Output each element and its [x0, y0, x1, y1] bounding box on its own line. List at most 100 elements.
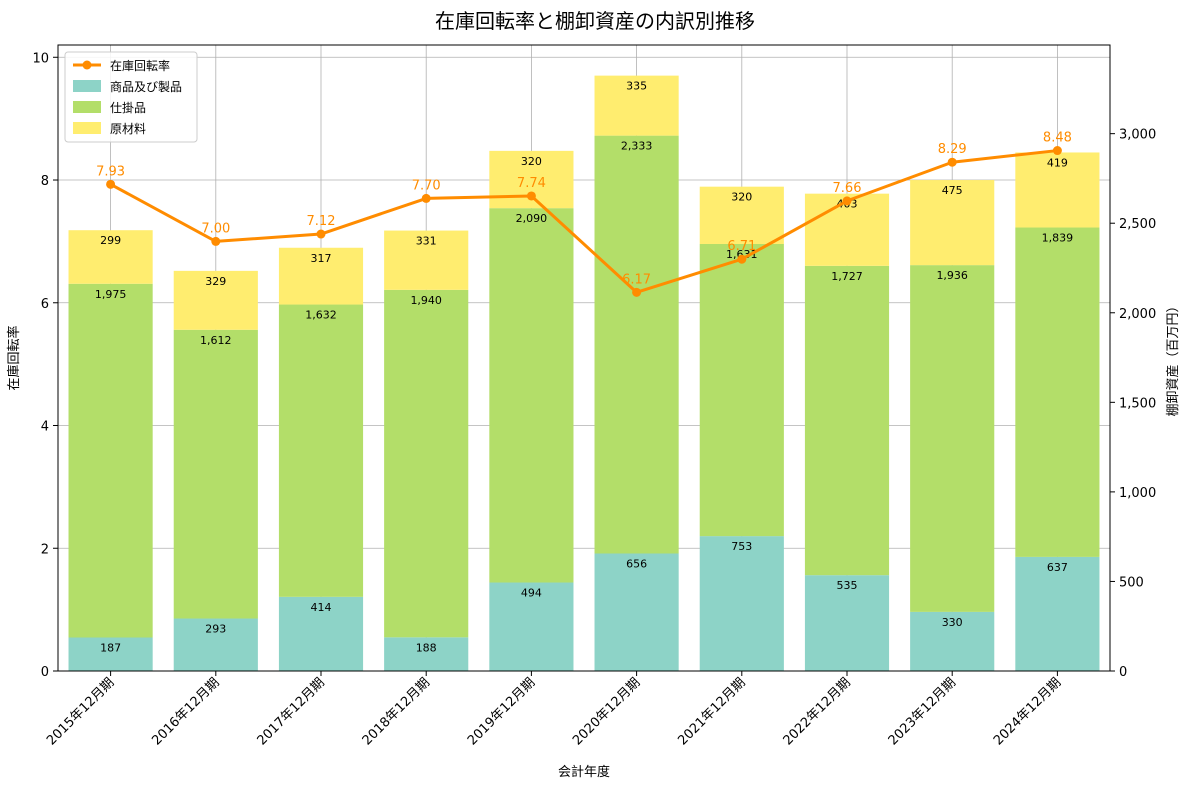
bar-segment [910, 180, 995, 266]
turnover-point [421, 193, 431, 203]
turnover-line: 7.93 7.00 7.12 7.70 7.74 6.17 6.71 7.66 8.29 8.48 [96, 131, 1072, 297]
bar-segment [489, 208, 574, 583]
x-tick-label: 2019年12月期 [465, 675, 538, 748]
bar-segment [68, 637, 153, 671]
bar-value-label: 293 [205, 623, 226, 636]
bar-value-label: 331 [416, 235, 437, 248]
x-tick-label: 2022年12月期 [781, 675, 854, 748]
turnover-value-label: 8.29 [938, 142, 967, 157]
bar-segment [173, 329, 258, 619]
bar-segment [384, 289, 469, 638]
turnover-value-label: 7.00 [201, 221, 230, 236]
y-left-tick-label: 10 [32, 51, 49, 66]
bar-value-label: 320 [521, 155, 542, 168]
bar-segment [910, 265, 995, 612]
bar-labels: 187 293 414 188 494 656 753 535 330 637 1,975 1,612… [95, 80, 1073, 655]
legend-marker [82, 60, 92, 70]
bar-value-label: 1,727 [831, 270, 863, 283]
bar-segment [594, 553, 679, 671]
y-left-tick-label: 0 [41, 665, 49, 680]
turnover-value-label: 7.93 [96, 164, 125, 179]
turnover-value-label: 7.66 [833, 181, 862, 196]
bar-segment [278, 596, 364, 671]
x-axis-label: 会計年度 [558, 764, 610, 780]
turnover-point [737, 254, 747, 264]
y-right-tick-label: 3,000 [1119, 128, 1156, 143]
turnover-point [316, 229, 326, 239]
bar-segment [594, 75, 679, 136]
y-right-tick-label: 500 [1119, 575, 1144, 590]
bar-segment [699, 186, 784, 244]
bar-value-label: 329 [205, 275, 226, 288]
bar-segment [699, 243, 784, 537]
bar-value-label: 1,632 [305, 309, 337, 322]
y-right-tick-label: 1,000 [1119, 486, 1156, 501]
turnover-value-label: 7.12 [307, 214, 336, 229]
turnover-point [947, 157, 957, 167]
legend-swatch [73, 101, 101, 113]
legend-label: 商品及び製品 [110, 79, 182, 94]
y-axis-left-label: 在庫回転率 [6, 325, 22, 390]
bar-segment [68, 230, 153, 284]
legend-swatch [73, 80, 101, 92]
bar-value-label: 1,631 [726, 248, 758, 261]
bar-value-label: 188 [416, 641, 437, 654]
turnover-value-label: 6.71 [727, 239, 756, 254]
bar-segment [68, 283, 153, 638]
bar-segment [489, 582, 574, 671]
bar-value-label: 1,975 [95, 288, 127, 301]
bar-value-label: 637 [1047, 561, 1068, 574]
turnover-point [632, 287, 642, 297]
bar-segment [804, 193, 890, 266]
x-tick-label: 2015年12月期 [44, 675, 117, 748]
y-left-tick-label: 2 [41, 542, 49, 557]
bar-value-label: 330 [942, 616, 963, 629]
chart-title: 在庫回転率と棚卸資産の内訳別推移 [435, 9, 755, 33]
y-left-tick-label: 6 [41, 297, 49, 312]
y-right-tick-label: 1,500 [1119, 396, 1156, 411]
bars [68, 75, 1100, 671]
bar-segment [384, 230, 469, 290]
y-right-tick-label: 2,000 [1119, 307, 1156, 322]
x-tick-label: 2021年12月期 [675, 675, 748, 748]
x-tick-label: 2017年12月期 [255, 675, 328, 748]
turnover-line-path [109, 149, 1058, 294]
bar-segment [1015, 227, 1100, 557]
x-tick-label: 2023年12月期 [886, 675, 959, 748]
bar-value-label: 535 [837, 579, 858, 592]
bar-segment [278, 304, 364, 597]
bar-segment [1015, 152, 1100, 228]
y-left-tick-label: 4 [41, 420, 49, 435]
bar-value-label: 1,612 [200, 334, 232, 347]
bar-segment [804, 575, 890, 671]
turnover-value-label: 7.74 [517, 176, 546, 191]
bar-value-label: 1,940 [410, 294, 442, 307]
legend-label: 在庫回転率 [110, 58, 170, 73]
bar-value-label: 475 [942, 184, 963, 197]
x-tick-label: 2016年12月期 [149, 675, 222, 748]
bar-segment [804, 265, 890, 576]
bar-value-label: 656 [626, 558, 647, 571]
bar-value-label: 335 [626, 80, 647, 93]
bar-value-label: 1,936 [936, 269, 968, 282]
bar-segment [173, 618, 258, 671]
legend-box [64, 51, 198, 143]
y-axis-right-label: 棚卸資産（百万円） [1165, 299, 1181, 416]
legend-swatch [73, 122, 101, 134]
bar-value-label: 187 [100, 642, 121, 655]
turnover-point [526, 191, 536, 201]
plot-frame [57, 44, 1111, 672]
turnover-value-label: 6.17 [622, 272, 651, 287]
bar-segment [1015, 556, 1100, 671]
legend-label: 原材料 [110, 122, 146, 136]
bar-value-label: 2,333 [621, 140, 653, 153]
bar-value-label: 299 [100, 234, 121, 247]
legend-label: 仕掛品 [110, 100, 146, 115]
bar-segment [384, 637, 469, 671]
turnover-point [106, 179, 116, 189]
bar-value-label: 1,839 [1042, 232, 1074, 245]
x-tick-label: 2024年12月期 [991, 675, 1064, 748]
bar-segment [278, 247, 364, 305]
